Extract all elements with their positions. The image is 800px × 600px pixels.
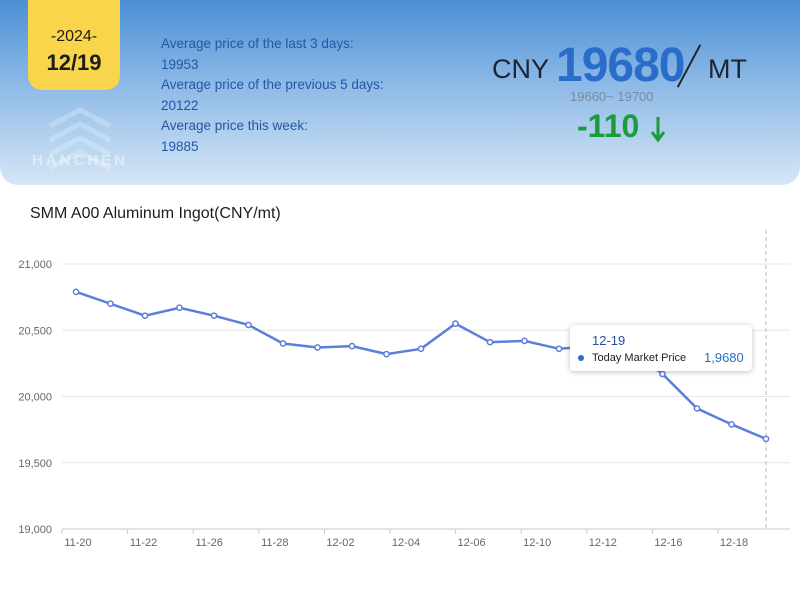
x-tick-label: 12-10 [523, 537, 551, 549]
x-tick-label: 11-28 [261, 537, 288, 549]
data-point [417, 345, 425, 353]
data-point [693, 405, 701, 412]
average-stats: Average price of the last 3 days: 19953 … [161, 34, 384, 157]
tooltip-series-dot [578, 355, 584, 361]
x-tick-label: 12-06 [458, 537, 486, 549]
data-point [348, 342, 356, 350]
stat-value-5-days: 20122 [161, 97, 199, 113]
data-point [383, 350, 390, 358]
down-arrow-icon [650, 117, 666, 143]
price-range: 19660~ 19700 [570, 89, 654, 104]
x-tick-label: 11-20 [64, 537, 91, 549]
chart-tooltip: 12-19 Today Market Price 1,9680 [570, 325, 752, 371]
data-point [279, 340, 287, 347]
x-tick-label: 12-12 [589, 537, 617, 549]
date-day: 12/19 [46, 50, 102, 75]
data-point [728, 420, 735, 428]
current-price: 19680 [556, 39, 685, 92]
y-tick-label: 19,500 [18, 458, 52, 470]
watermark-text: HANCHEN [32, 152, 128, 169]
stat-label-week: Average price this week: [161, 118, 308, 133]
x-tick-label: 11-22 [130, 537, 157, 549]
x-tick-label: 12-02 [326, 537, 354, 549]
stat-label-5-days: Average price of the previous 5 days: [161, 77, 384, 92]
data-point [314, 344, 321, 351]
price-change: -110 [577, 108, 640, 144]
data-point [452, 320, 459, 327]
tooltip-date: 12-19 [592, 333, 626, 348]
price-line-chart: 19,000 19,500 20,000 20,500 21,000 11-20 11-22… [18, 230, 790, 549]
x-tick-label: 12-04 [392, 537, 420, 549]
data-point [176, 304, 183, 312]
y-tick-label: 20,000 [18, 392, 52, 404]
data-point [72, 288, 80, 296]
chart-title: SMM A00 Aluminum Ingot(CNY/mt) [30, 205, 281, 222]
date-year: -2024- [50, 28, 98, 45]
x-tick-label: 12-16 [654, 537, 682, 549]
x-tick-label: 11-26 [196, 537, 223, 549]
tooltip-value: 1,9680 [704, 350, 744, 365]
date-badge: -2024- 12/19 [28, 0, 120, 90]
stat-value-week: 19885 [161, 138, 199, 154]
y-tick-label: 21,000 [18, 259, 52, 271]
data-point [521, 337, 528, 345]
data-point [762, 435, 770, 443]
stat-value-3-days: 19953 [161, 56, 199, 72]
tooltip-label: Today Market Price [592, 352, 687, 364]
logo-watermark-icon [48, 107, 112, 171]
y-tick-label: 19,000 [18, 524, 52, 536]
currency-label: CNY [492, 54, 550, 84]
y-tick-label: 20,500 [18, 325, 52, 337]
data-point [141, 312, 149, 320]
data-point [210, 312, 218, 320]
unit-label: MT [708, 54, 747, 84]
price-header: -2024- 12/19 HANCHEN Average price of th… [0, 0, 800, 185]
data-point [555, 345, 563, 353]
stat-label-3-days: Average price of the last 3 days: [161, 36, 354, 51]
data-point [245, 321, 252, 329]
x-tick-label: 12-18 [720, 537, 748, 549]
data-point [486, 338, 494, 346]
data-point [107, 300, 114, 308]
data-point [659, 370, 666, 378]
